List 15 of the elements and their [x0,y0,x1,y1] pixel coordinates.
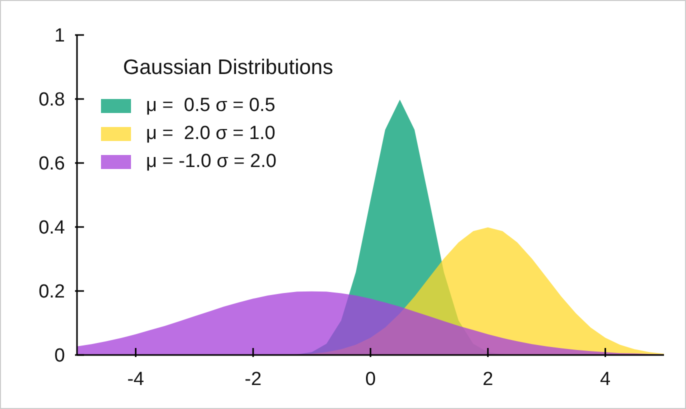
legend-label: μ = -1.0 σ = 2.0 [146,151,276,173]
x-tick-label: 0 [365,369,376,390]
x-tick-label: 2 [482,369,494,390]
y-tick-label: 0 [54,346,65,367]
y-tick-label: 0.4 [38,218,66,239]
legend-label: μ = 0.5 σ = 0.5 [146,95,276,117]
y-tick-label: 1 [54,26,65,47]
x-tick-label: -4 [127,369,145,390]
y-tick-label: 0.2 [38,282,65,303]
legend-label: μ = 2.0 σ = 1.0 [146,123,276,145]
legend-title: Gaussian Distributions [123,56,334,80]
y-tick-label: 0.6 [38,154,65,175]
y-tick-label: 0.8 [38,90,65,111]
x-tick-label: -2 [244,369,262,390]
x-tick-label: 4 [600,369,612,390]
